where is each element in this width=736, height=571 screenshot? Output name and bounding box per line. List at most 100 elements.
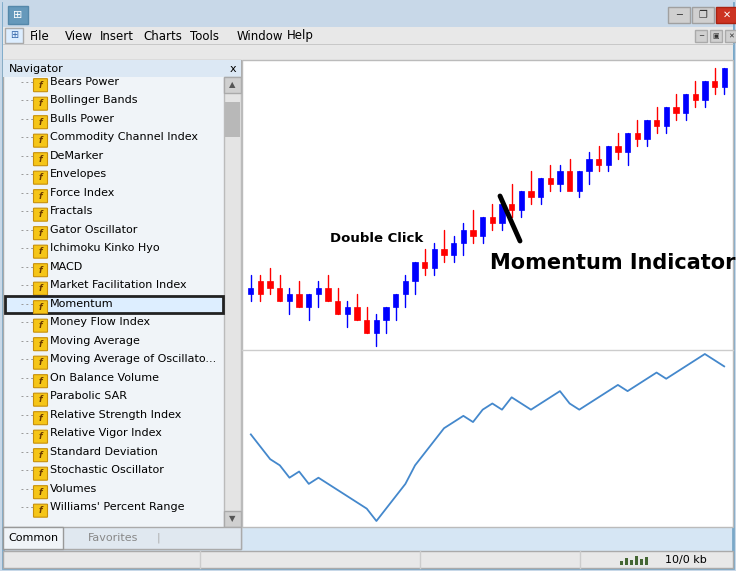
Text: Window: Window [237,30,283,42]
FancyBboxPatch shape [34,171,48,184]
Bar [364,320,369,333]
Bar [725,30,736,42]
Text: ─: ─ [676,10,682,20]
Bar [645,557,648,565]
Text: Help: Help [287,30,314,42]
Text: Bulls Power: Bulls Power [50,114,114,124]
FancyBboxPatch shape [34,412,48,425]
Bar [548,178,553,184]
Bar [615,146,620,152]
Bar [451,243,456,255]
Bar [258,282,263,294]
Text: 10/0 kb: 10/0 kb [665,554,707,565]
Text: ▼: ▼ [229,514,236,524]
Text: f: f [39,395,42,404]
Bar [277,288,283,301]
Text: f: f [39,377,42,385]
Text: ⊞: ⊞ [13,10,23,20]
FancyBboxPatch shape [34,375,48,388]
Bar [528,191,534,198]
Bar [403,282,408,294]
Bar [606,146,611,165]
Bar [587,159,592,171]
Bar [721,68,727,87]
Text: Navigator: Navigator [9,63,64,74]
Text: Bears Power: Bears Power [50,77,119,87]
Text: Force Index: Force Index [50,188,114,198]
Text: f: f [39,136,42,145]
FancyBboxPatch shape [34,467,48,480]
Bar [248,288,253,294]
Text: f: f [39,413,42,423]
FancyBboxPatch shape [34,227,48,240]
Bar [692,7,714,23]
Bar [335,301,341,313]
Text: Stochastic Oscillator: Stochastic Oscillator [50,465,164,476]
Bar [325,288,330,301]
FancyBboxPatch shape [34,319,48,332]
Bar [630,560,633,565]
Text: f: f [39,488,42,497]
Bar [710,30,722,42]
Text: ⊞: ⊞ [10,30,18,41]
Text: Standard Deviation: Standard Deviation [50,447,158,457]
Text: f: f [39,303,42,312]
Text: Volumes: Volumes [50,484,97,494]
Text: Insert: Insert [100,30,134,42]
Bar [634,132,640,139]
Bar [306,294,311,307]
Bar [225,102,240,137]
FancyBboxPatch shape [34,208,48,221]
Bar [716,7,736,23]
Bar [355,307,360,320]
Bar [499,204,505,223]
FancyBboxPatch shape [34,356,48,369]
Text: f: f [39,321,42,330]
Bar [625,558,628,565]
Text: f: f [39,506,42,515]
Bar [442,249,447,255]
Text: Momentum Indicator: Momentum Indicator [490,253,735,273]
Bar [224,77,241,527]
Text: f: f [39,340,42,349]
FancyBboxPatch shape [34,134,48,147]
Bar [683,94,688,113]
FancyBboxPatch shape [34,79,48,92]
Text: Gator Oscillator: Gator Oscillator [50,225,138,235]
Text: Bollinger Bands: Bollinger Bands [50,95,138,106]
Text: Fractals: Fractals [50,207,93,216]
Text: Common: Common [8,533,58,543]
Bar [5,296,223,313]
Text: Relative Strength Index: Relative Strength Index [50,410,181,420]
Text: ✕: ✕ [728,33,734,39]
Bar [693,94,698,100]
FancyBboxPatch shape [34,152,48,166]
Text: Tools: Tools [190,30,219,42]
Text: f: f [39,284,42,293]
Bar [470,230,475,236]
Text: f: f [39,469,42,478]
Bar [3,0,733,30]
Text: ▲: ▲ [229,81,236,90]
FancyBboxPatch shape [34,504,48,517]
Text: f: f [39,451,42,460]
Text: Charts: Charts [143,30,182,42]
Bar [538,178,543,198]
Bar [224,77,241,93]
Text: Williams' Percent Range: Williams' Percent Range [50,502,185,512]
Text: Moving Average of Oscillato...: Moving Average of Oscillato... [50,355,216,364]
Bar [267,282,273,288]
Bar [344,307,350,313]
Bar [3,60,241,77]
Text: ❐: ❐ [698,10,707,20]
FancyBboxPatch shape [34,393,48,406]
Text: f: f [39,247,42,256]
Bar [383,307,389,320]
Bar [5,28,23,43]
Text: Favorites: Favorites [88,533,138,543]
Text: Relative Vigor Index: Relative Vigor Index [50,428,162,439]
FancyBboxPatch shape [34,116,48,128]
Text: Moving Average: Moving Average [50,336,140,346]
Bar [625,132,630,152]
Text: f: f [39,173,42,182]
